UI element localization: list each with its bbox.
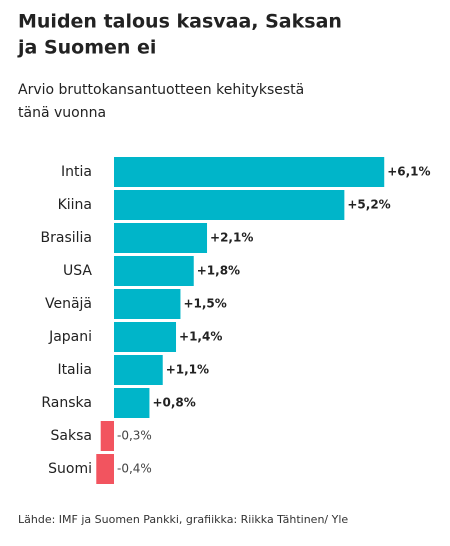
value-label: -0,3% (117, 429, 152, 443)
bar (114, 322, 177, 352)
chart-title: Muiden talous kasvaa, Saksan (18, 11, 342, 33)
bar (114, 223, 208, 253)
value-label: -0,4% (117, 462, 152, 476)
category-label: Venäjä (45, 296, 92, 312)
bar (114, 256, 194, 286)
bar (114, 190, 345, 220)
category-label: Kiina (58, 197, 92, 213)
subtitle: Arvio bruttokansantuotteen kehityksestä (18, 82, 304, 98)
bar (114, 289, 181, 319)
value-label: +2,1% (210, 231, 253, 245)
category-label: USA (63, 263, 92, 279)
category-label: Brasilia (41, 230, 92, 246)
value-label: +1,1% (166, 363, 209, 377)
subtitle: tänä vuonna (18, 105, 106, 121)
bar (114, 157, 385, 187)
bar (96, 454, 114, 484)
category-label: Italia (57, 362, 92, 378)
value-label: +1,8% (197, 264, 240, 278)
value-label: +5,2% (347, 198, 390, 212)
value-label: +1,5% (183, 297, 226, 311)
category-label: Saksa (51, 428, 92, 444)
chart-title: ja Suomen ei (17, 37, 156, 59)
bar (114, 355, 163, 385)
source: Lähde: IMF ja Suomen Pankki, grafiikka: … (18, 513, 348, 526)
value-label: +6,1% (387, 165, 430, 179)
category-label: Ranska (41, 395, 92, 411)
value-label: +1,4% (179, 330, 222, 344)
bar (114, 388, 150, 418)
category-label: Japani (48, 329, 92, 345)
bar (100, 421, 114, 451)
category-label: Suomi (48, 461, 92, 477)
value-label: +0,8% (152, 396, 195, 410)
category-label: Intia (61, 164, 92, 180)
